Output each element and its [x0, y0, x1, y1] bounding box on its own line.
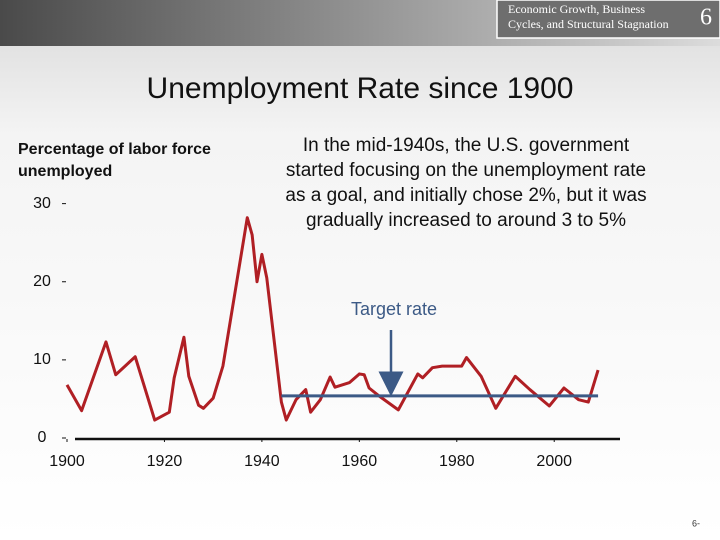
target-label: Target rate [351, 299, 437, 319]
y-axis-label: Percentage of labor force [18, 141, 211, 158]
x-tick-label: 1920 [147, 453, 183, 470]
book-title: Cycles, and Structural Stagnation [508, 17, 669, 31]
annotation: gradually increased to around 3 to 5% [306, 210, 626, 231]
data-line [65, 216, 600, 422]
y-tick-label: 0 [38, 429, 47, 446]
x-tick-label: 2000 [536, 453, 572, 470]
header-box [496, 0, 720, 39]
y-tick-label: 20 [33, 273, 51, 290]
page-number: 6- [692, 518, 700, 528]
y-axis-label: unemployed [18, 163, 112, 180]
chapter-number: 6 [700, 5, 712, 31]
book-title: Economic Growth, Business [508, 2, 645, 16]
x-tick-label: 1900 [49, 453, 85, 470]
annotation: In the mid-1940s, the U.S. government [303, 135, 630, 156]
y-tick-label: 30 [33, 195, 51, 212]
annotation: started focusing on the unemployment rat… [286, 160, 646, 181]
x-tick-label: 1940 [244, 453, 280, 470]
chart-title: Unemployment Rate since 1900 [147, 72, 574, 105]
annotation: as a goal, and initially chose 2%, but i… [285, 185, 646, 206]
x-tick-label: 1980 [439, 453, 475, 470]
y-tick-label: 10 [33, 351, 51, 368]
x-tick-label: 1960 [342, 453, 378, 470]
